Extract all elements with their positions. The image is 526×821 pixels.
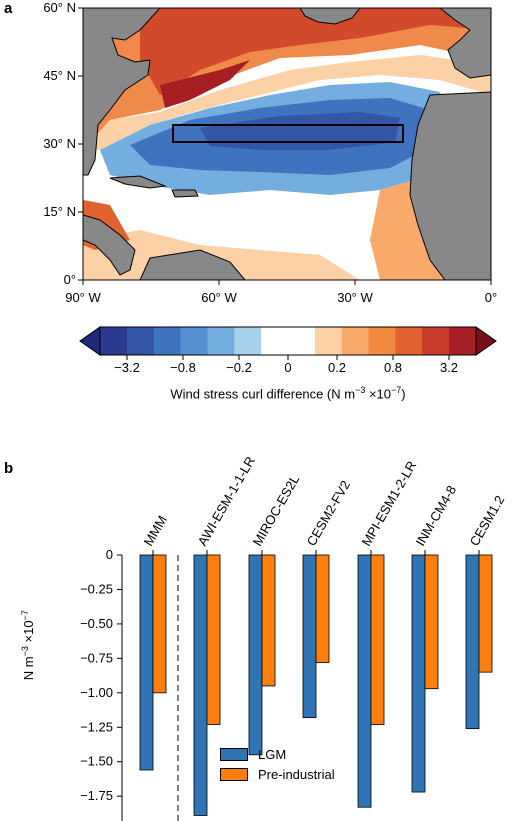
lat-tick-label: 15° N [43,204,76,219]
panel-b-label: b [4,460,14,477]
bar-pre-industrial [478,554,493,673]
colorbar-segment [100,327,128,355]
colorbar-tick-label: 0 [284,360,292,375]
bar-lgm [302,554,317,719]
lon-tick-label: 30° W [337,290,373,305]
colorbar-segment [395,327,423,355]
colorbar-segment [288,327,316,355]
colorbar-segment [126,327,155,355]
category-label: CESM2-FV2 [304,478,353,549]
category-label: CESM1.2 [467,493,508,549]
bar-pre-industrial [152,554,167,694]
panel-b: b 0 −0.25 −0.50 −0.75 −1.00 −1.25 −1.50 −1.75 MM… [0,452,526,821]
land-north-america [83,8,161,176]
y-tick-label: −1.25 [80,719,113,734]
colorbar-tick-label: 3.2 [439,360,459,375]
category-label: MIROC-ES2L [250,472,303,548]
positive-deep-north [160,60,250,108]
land-cuba [109,175,167,189]
light-orange-band [83,55,491,150]
analysis-box [172,124,404,143]
lon-tick-label: 60° W [201,290,237,305]
panel-a: a [0,0,526,410]
colorbar-segment [180,327,208,355]
panel-a-label: a [4,0,13,17]
colorbar-tick-label: 0.8 [383,360,403,375]
negative-deep [200,112,400,150]
bar-pre-industrial [206,554,221,725]
category-label: AWI-ESM-1-1-LR [195,454,258,549]
land-europe [439,8,491,79]
land-central-america [83,214,136,276]
colorbar-segment [341,327,370,355]
legend-label-pre-industrial: Pre-industrial [258,766,335,782]
colorbar [79,326,497,360]
lat-tick-label: 60° N [43,0,76,15]
colorbar-segment [314,327,343,355]
land-south-america [139,249,246,280]
category-label: INM-CM4-8 [413,483,460,549]
colorbar-segment [261,327,289,355]
bar-pre-industrial [261,554,276,687]
colorbar-segment [234,327,262,355]
y-tick-label: −0.75 [80,650,113,665]
colorbar-extend-low [79,326,101,356]
bar-lgm [357,554,372,808]
lat-tick-label: 30° N [43,136,76,151]
longitude-axis [82,280,492,285]
y-tick-label: −1.75 [80,788,113,803]
colorbar-segment [449,327,477,355]
wind-stress-curl-map [78,7,492,285]
legend-item-lgm: LGM [220,744,335,764]
land-hispaniola [171,189,199,198]
y-tick-label: 0 [106,547,113,562]
latitude-axis [78,7,83,281]
colorbar-label: Wind stress curl difference (N m−3 ×10−7… [170,385,406,402]
bar-lgm [193,554,208,816]
lat-tick-label: 0° [63,272,76,287]
lon-tick-label: 0° [484,290,498,305]
colorbar-segment [368,327,396,355]
bar-lgm [248,554,263,756]
colorbar-tick-label: −0.2 [226,360,252,375]
legend-swatch-pre-industrial [220,767,248,781]
colorbar-extend-high [475,326,497,356]
bar-lgm [411,554,426,793]
lon-tick-label: 90° W [65,290,101,305]
land-greenland [299,8,361,25]
y-tick-label: −1.00 [80,685,113,700]
colorbar-tick-label: 0.2 [327,360,347,375]
bar-pre-industrial [424,554,439,690]
colorbar-segment [422,327,450,355]
y-tick-label: −0.25 [80,581,113,596]
lat-tick-label: 45° N [43,68,76,83]
y-axis-label: N m−3 ×10−7 [19,610,37,681]
bar-pre-industrial [370,554,385,725]
category-label: MMM [141,513,170,549]
colorbar-tick-label: −3.2 [114,360,140,375]
legend: LGM Pre-industrial [220,744,335,784]
legend-item-pre-industrial: Pre-industrial [220,764,335,784]
legend-swatch-lgm [220,747,248,761]
category-label: MPI-ESM1-2-LR [359,458,420,548]
bar-lgm [139,554,154,771]
y-tick-label: −0.50 [80,616,113,631]
land-africa [409,91,491,280]
bar-lgm [465,554,480,730]
colorbar-segment [207,327,235,355]
legend-label-lgm: LGM [258,746,287,762]
colorbar-tick-label: −0.8 [170,360,196,375]
bar-chart: 0 −0.25 −0.50 −0.75 −1.00 −1.25 −1.50 −1.75 MMM A… [80,454,508,821]
y-tick-label: −1.50 [80,754,113,769]
positive-core-north [140,8,491,95]
bar-pre-industrial [315,554,330,663]
colorbar-segment [153,327,182,355]
